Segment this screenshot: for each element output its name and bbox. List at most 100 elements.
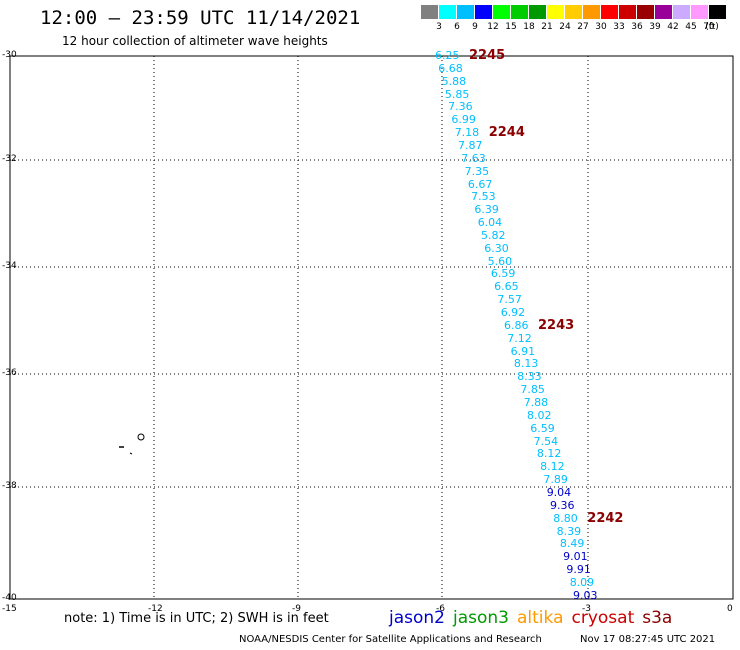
footer-source: NOAA/NESDIS Center for Satellite Applica… xyxy=(239,634,542,645)
legend-label: 21 xyxy=(541,22,553,32)
wave-height-value: 8.12 xyxy=(540,460,565,474)
satellite-legend: jason2 jason3 altika cryosat s3a xyxy=(389,608,680,628)
wave-height-value: 6.59 xyxy=(530,421,555,435)
legend-swatch xyxy=(601,5,619,19)
latitude-label: -34 xyxy=(2,261,17,271)
wave-height-value: 8.13 xyxy=(513,357,539,371)
wave-height-value: 7.57 xyxy=(497,293,522,307)
pass-time-label: 2245 xyxy=(469,48,506,63)
satellite-s3a: s3a xyxy=(642,608,673,628)
wave-height-value: 7.54 xyxy=(533,434,559,448)
island-outline xyxy=(119,433,145,455)
wave-height-value: 6.39 xyxy=(474,203,499,217)
wave-height-value: 6.65 xyxy=(494,280,519,294)
legend-swatch xyxy=(511,5,529,19)
legend-swatch xyxy=(529,5,547,19)
legend-label: 30 xyxy=(595,22,607,32)
legend-swatch xyxy=(673,5,691,19)
wave-height-value: 7.12 xyxy=(507,331,532,345)
longitude-label: 0 xyxy=(727,604,733,614)
wave-height-value: 6.67 xyxy=(467,177,493,191)
longitude-label: -9 xyxy=(292,604,301,614)
legend-swatch xyxy=(547,5,565,19)
latitude-label: -40 xyxy=(2,593,17,603)
legend-label: 6 xyxy=(454,22,460,32)
legend-label: 70 xyxy=(703,22,715,32)
wave-height-value: 7.87 xyxy=(458,138,483,152)
wave-height-value: 6.25 xyxy=(435,49,460,62)
latitude-label: -30 xyxy=(2,50,17,60)
legend-label: 15 xyxy=(505,22,517,32)
longitude-label: -3 xyxy=(582,604,591,614)
wave-height-value: 8.09 xyxy=(569,575,595,589)
legend-swatch xyxy=(421,5,439,19)
wave-height-value: 7.63 xyxy=(461,151,486,165)
wave-height-value: 6.99 xyxy=(451,113,476,127)
wave-height-value: 9.04 xyxy=(546,485,572,499)
wave-height-value: 8.80 xyxy=(553,511,578,525)
wave-height-value: 6.04 xyxy=(477,216,503,229)
wave-height-value: 5.88 xyxy=(441,74,467,88)
legend-swatch xyxy=(619,5,637,19)
wave-height-value: 8.39 xyxy=(556,524,582,538)
pass-time-label: 2243 xyxy=(538,317,575,333)
legend-swatch xyxy=(565,5,583,19)
page-title: 12:00 – 23:59 UTC 11/14/2021 xyxy=(40,7,361,29)
satellite-jason2: jason2 xyxy=(389,608,445,628)
legend-swatch xyxy=(709,5,727,19)
longitude-label: -12 xyxy=(148,604,163,614)
legend-swatch xyxy=(475,5,493,19)
wave-height-value: 7.36 xyxy=(448,100,473,114)
latitude-label: -32 xyxy=(2,154,17,164)
wave-height-value: 6.91 xyxy=(510,344,536,358)
wave-height-value: 8.49 xyxy=(559,537,585,551)
wave-height-value: 6.92 xyxy=(500,306,526,319)
latitude-label: -36 xyxy=(2,368,17,378)
legend-swatch xyxy=(637,5,655,19)
legend-unit: (ft) xyxy=(705,22,719,32)
wave-height-value: 7.89 xyxy=(543,473,568,487)
legend-swatch xyxy=(691,5,709,19)
legend-label: 18 xyxy=(523,22,535,32)
wave-height-value: 9.36 xyxy=(550,498,575,512)
wave-height-value: 5.60 xyxy=(487,254,513,268)
satellite-cryosat: cryosat xyxy=(571,608,635,628)
latitude-label: -38 xyxy=(2,481,17,491)
footer-timestamp: Nov 17 08:27:45 UTC 2021 xyxy=(580,634,716,645)
pass-time-label: 2244 xyxy=(488,125,525,141)
wave-height-value: 7.35 xyxy=(464,164,490,178)
legend-label: 9 xyxy=(472,22,478,32)
map-grid xyxy=(10,56,733,599)
wave-height-value: 6.86 xyxy=(504,318,529,332)
legend-label: 33 xyxy=(613,22,625,32)
wave-height-value: 7.18 xyxy=(454,126,480,140)
legend-swatch xyxy=(439,5,457,19)
wave-height-value: 7.88 xyxy=(523,395,549,409)
wave-height-value: 5.82 xyxy=(481,228,506,242)
legend-swatch xyxy=(457,5,475,19)
wave-height-value: 8.12 xyxy=(536,447,562,461)
wave-height-value: 8.02 xyxy=(527,408,552,422)
legend-label: 45 xyxy=(685,22,697,32)
satellite-jason3: jason3 xyxy=(453,608,509,628)
map-frame xyxy=(9,55,734,600)
legend-label: 12 xyxy=(487,22,499,32)
longitude-label: -15 xyxy=(2,604,17,614)
wave-height-value: 7.85 xyxy=(520,383,545,397)
legend-swatch xyxy=(493,5,511,19)
wave-height-value: 8.33 xyxy=(517,370,542,384)
wave-height-value: 6.59 xyxy=(490,267,516,281)
legend-label: 27 xyxy=(577,22,589,32)
wave-height-value: 9.01 xyxy=(563,550,588,564)
legend-label: 24 xyxy=(559,22,571,32)
wave-height-value: 6.68 xyxy=(438,61,463,75)
longitude-label: -6 xyxy=(436,604,445,614)
legend-swatch xyxy=(583,5,601,19)
legend-label: 42 xyxy=(667,22,679,32)
wave-height-value: 9.91 xyxy=(566,563,591,576)
wave-height-value: 7.53 xyxy=(471,190,496,204)
legend-label: 3 xyxy=(436,22,442,32)
pass-time-label: 2242 xyxy=(587,510,624,526)
wave-height-value: 9.03 xyxy=(573,588,598,602)
